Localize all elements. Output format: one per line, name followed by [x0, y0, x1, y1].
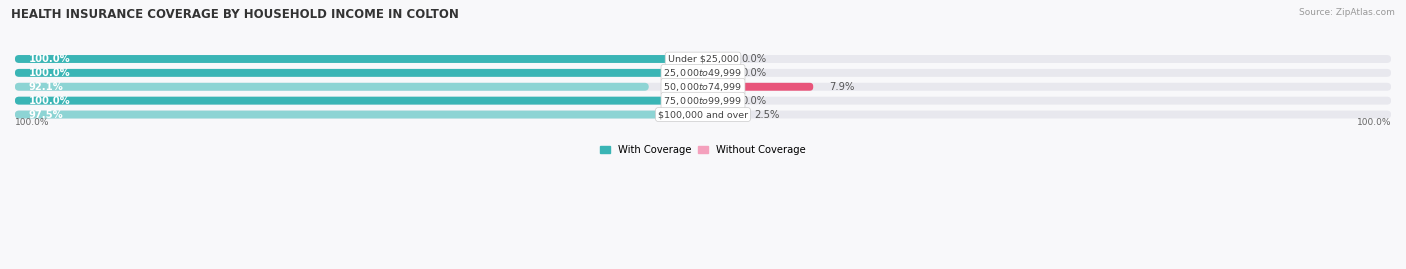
FancyBboxPatch shape	[15, 97, 703, 105]
FancyBboxPatch shape	[15, 111, 1391, 118]
Text: 100.0%: 100.0%	[28, 54, 70, 64]
Text: 100.0%: 100.0%	[15, 118, 49, 127]
Text: Source: ZipAtlas.com: Source: ZipAtlas.com	[1299, 8, 1395, 17]
Text: $50,000 to $74,999: $50,000 to $74,999	[664, 81, 742, 93]
Text: 7.9%: 7.9%	[830, 82, 855, 92]
Text: 0.0%: 0.0%	[741, 68, 766, 78]
FancyBboxPatch shape	[703, 55, 728, 63]
FancyBboxPatch shape	[15, 83, 648, 91]
FancyBboxPatch shape	[703, 83, 813, 91]
FancyBboxPatch shape	[15, 55, 1391, 63]
FancyBboxPatch shape	[703, 69, 728, 77]
FancyBboxPatch shape	[15, 69, 703, 77]
Text: 0.0%: 0.0%	[741, 54, 766, 64]
Text: 100.0%: 100.0%	[1357, 118, 1391, 127]
FancyBboxPatch shape	[15, 111, 686, 118]
Text: $100,000 and over: $100,000 and over	[658, 110, 748, 119]
Legend: With Coverage, Without Coverage: With Coverage, Without Coverage	[596, 141, 810, 159]
Text: $25,000 to $49,999: $25,000 to $49,999	[664, 67, 742, 79]
Text: 2.5%: 2.5%	[755, 109, 780, 119]
FancyBboxPatch shape	[15, 97, 1391, 105]
Text: 97.5%: 97.5%	[28, 109, 63, 119]
FancyBboxPatch shape	[15, 83, 1391, 91]
FancyBboxPatch shape	[703, 97, 728, 105]
Text: 100.0%: 100.0%	[28, 96, 70, 106]
FancyBboxPatch shape	[15, 69, 1391, 77]
Text: HEALTH INSURANCE COVERAGE BY HOUSEHOLD INCOME IN COLTON: HEALTH INSURANCE COVERAGE BY HOUSEHOLD I…	[11, 8, 460, 21]
Text: Under $25,000: Under $25,000	[668, 55, 738, 63]
Text: $75,000 to $99,999: $75,000 to $99,999	[664, 95, 742, 107]
Text: 0.0%: 0.0%	[741, 96, 766, 106]
FancyBboxPatch shape	[703, 111, 738, 118]
Text: 92.1%: 92.1%	[28, 82, 63, 92]
Text: 100.0%: 100.0%	[28, 68, 70, 78]
FancyBboxPatch shape	[15, 55, 703, 63]
